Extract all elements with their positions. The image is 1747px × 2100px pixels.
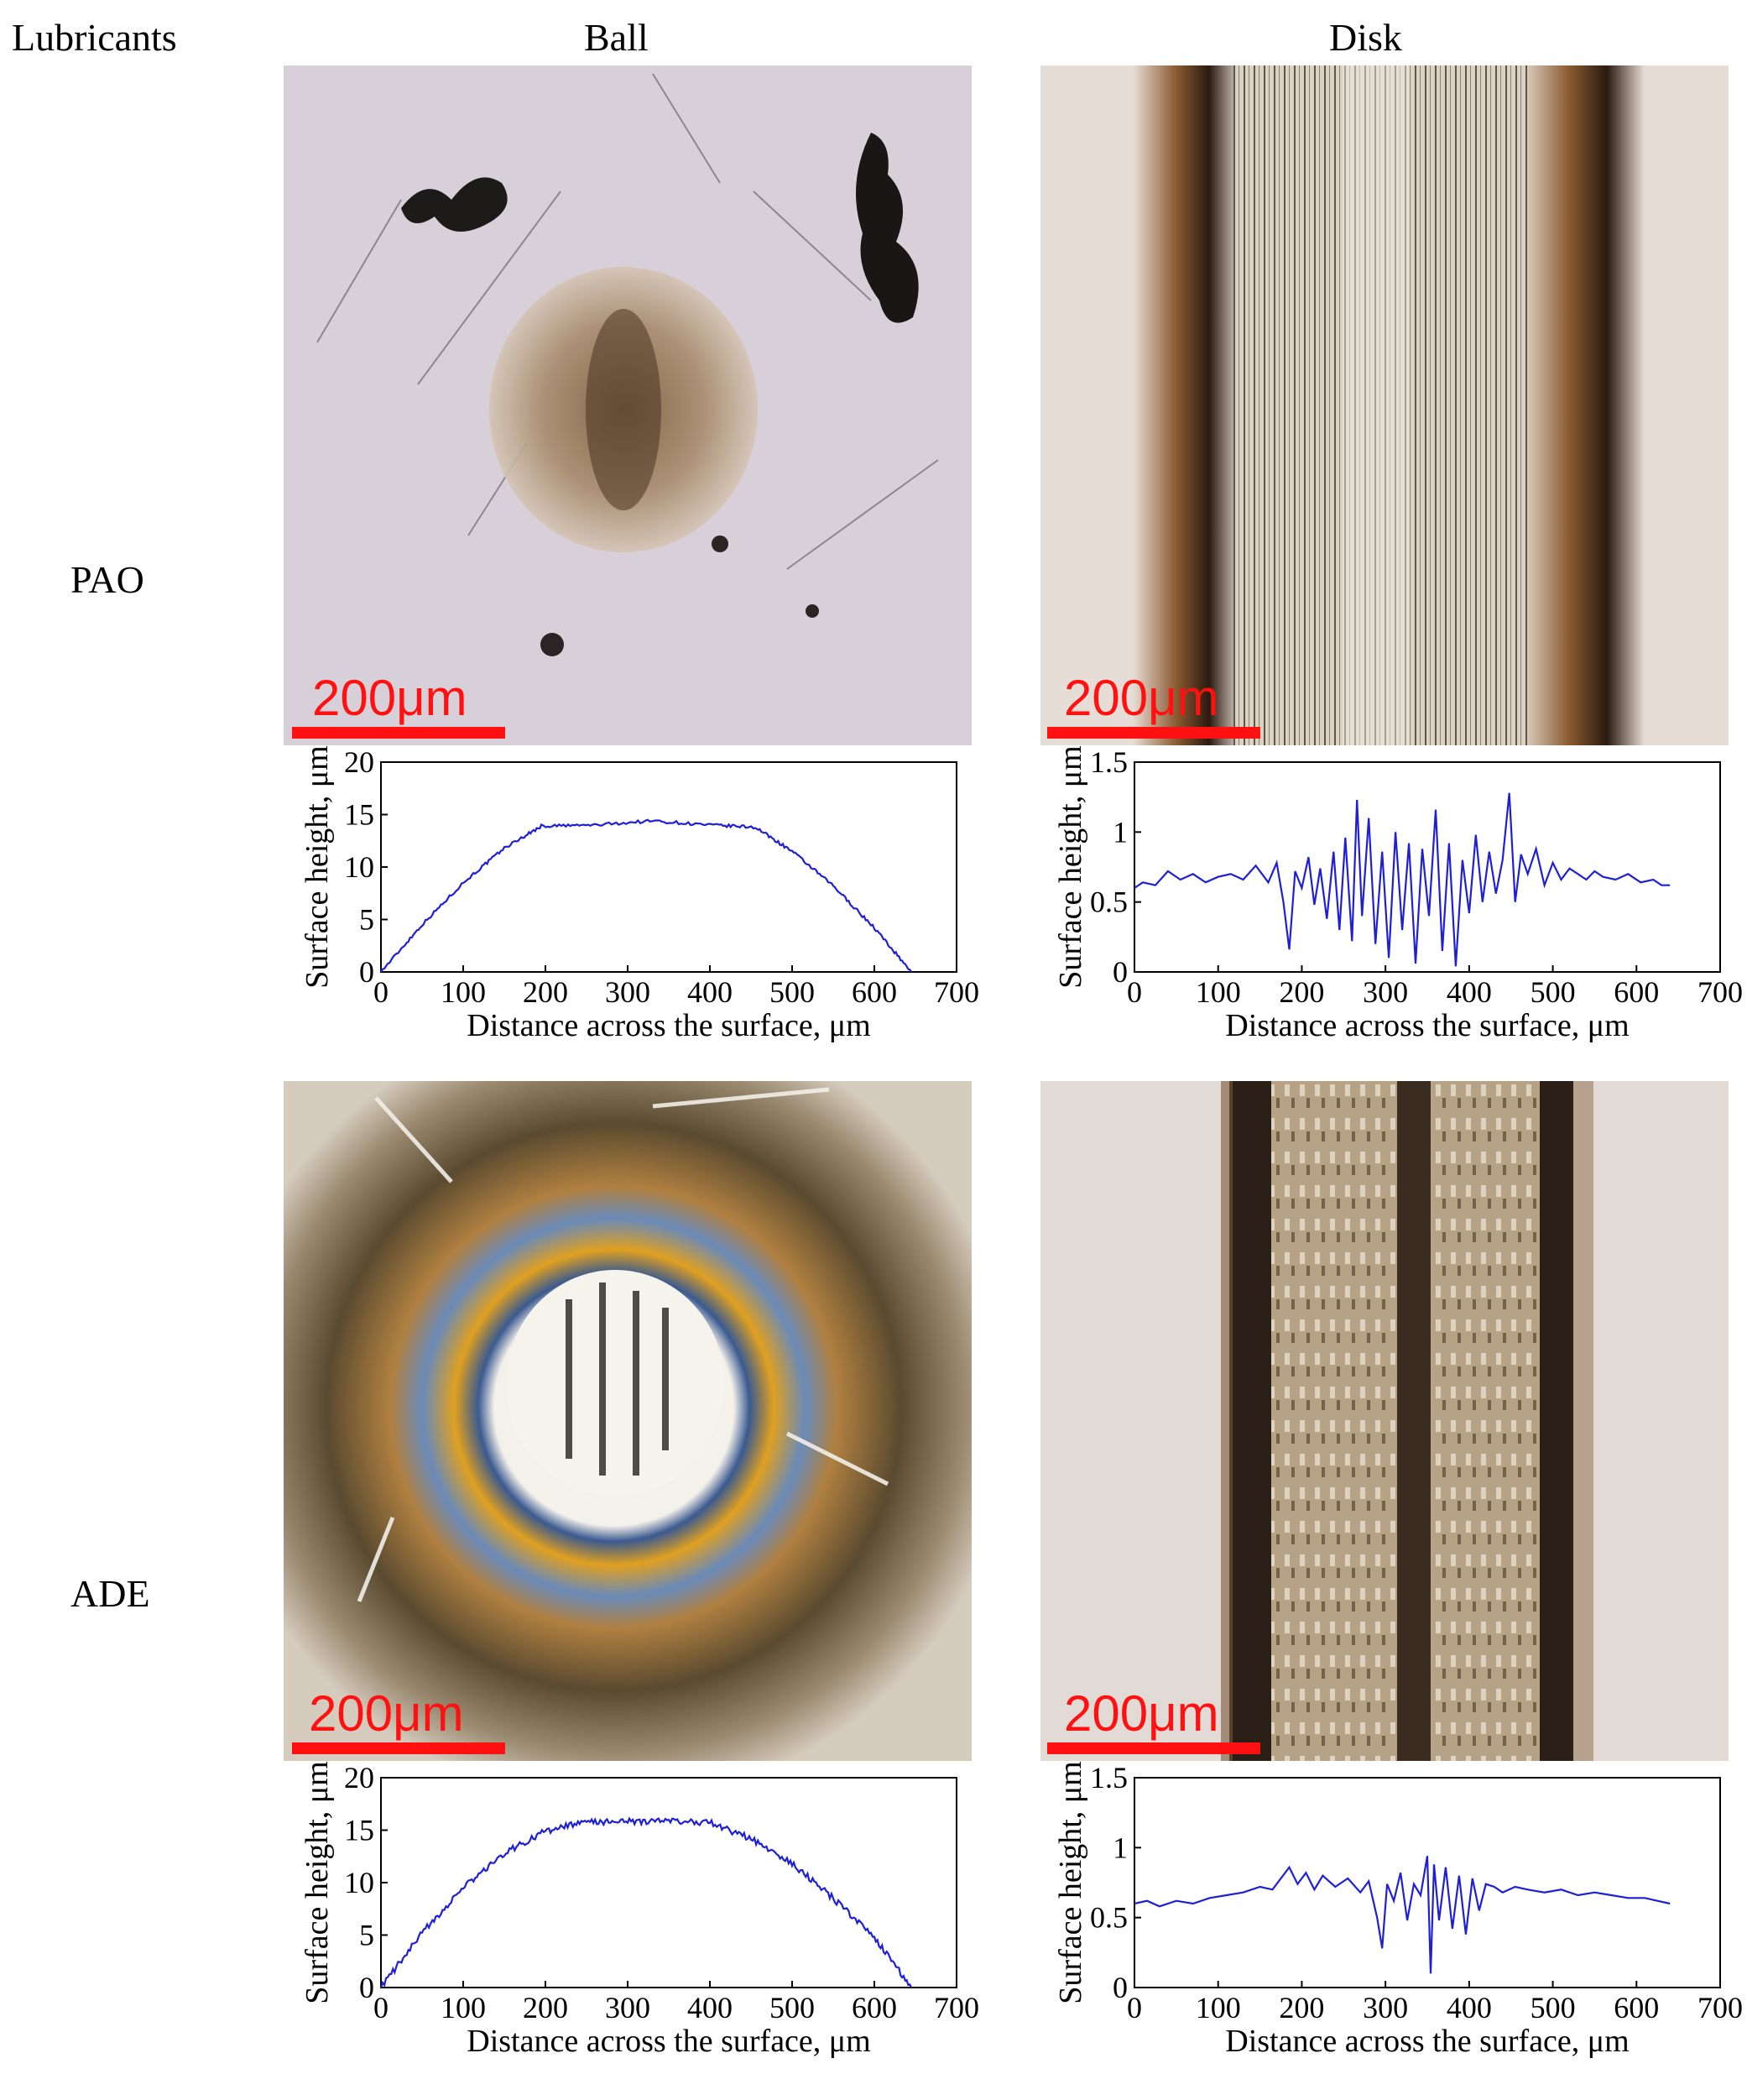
profile-chart-svg: 0 100 200 300 400 500 600 700 0 5 10 15 20 Distance a… <box>300 1761 979 2059</box>
ade-ball-scale-label: 200μm <box>309 1685 464 1742</box>
y-axis-label: Surface height, μm <box>300 1761 335 2003</box>
x-tick-label: 500 <box>1531 1991 1576 2024</box>
y-tick-label: 15 <box>344 798 374 832</box>
x-tick-label: 200 <box>1279 1991 1324 2024</box>
ade-ball-scale-bar <box>292 1742 505 1754</box>
x-tick-label: 0 <box>1127 975 1142 1009</box>
x-tick-label: 700 <box>1697 975 1743 1009</box>
y-tick-label: 0 <box>1113 1971 1128 2004</box>
x-tick-label: 200 <box>523 975 568 1009</box>
plot-frame <box>380 761 957 973</box>
y-tick-label: 20 <box>344 745 374 779</box>
ade-disk-micrograph <box>1040 1081 1729 1761</box>
x-tick-label: 600 <box>1614 1991 1659 2024</box>
ade-disk-scale-bar <box>1047 1742 1260 1754</box>
x-tick-label: 200 <box>523 1991 568 2024</box>
y-tick-label: 0 <box>359 955 374 989</box>
x-axis-label: Distance across the surface, μm <box>1225 1008 1629 1043</box>
x-tick-label: 600 <box>852 1991 897 2024</box>
x-tick-label: 600 <box>1614 975 1659 1009</box>
x-tick-label: 0 <box>1127 1991 1142 2024</box>
y-tick-label: 0 <box>359 1971 374 2004</box>
x-tick-label: 300 <box>605 975 650 1009</box>
x-tick-label: 400 <box>687 1991 733 2024</box>
x-tick-label: 400 <box>1447 1991 1492 2024</box>
ade-disk-profile-chart: 0 100 200 300 400 500 600 700 0 0.5 1 1.5 Distance a… <box>1040 1761 1743 2090</box>
x-tick-label: 100 <box>1196 1991 1241 2024</box>
profile-chart-svg: 0 100 200 300 400 500 600 700 0 0.5 1 1.5 Distance a… <box>1053 745 1743 1043</box>
x-tick-label: 300 <box>1363 975 1408 1009</box>
header-disk: Disk <box>1329 16 1402 59</box>
pao-disk-profile-chart: 0 100 200 300 400 500 600 700 0 0.5 1 1.5 Distance a… <box>1040 745 1743 1074</box>
pao-ball-profile-chart: 0 100 200 300 400 500 600 700 0 5 10 15 20 Distance a… <box>285 745 979 1074</box>
plot-frame <box>1134 761 1721 973</box>
y-tick-label: 20 <box>344 1761 374 1794</box>
pao-disk-scale-label: 200μm <box>1064 670 1219 726</box>
profile-chart-svg: 0 100 200 300 400 500 600 700 0 0.5 1 1.5 Distance a… <box>1053 1761 1743 2059</box>
ade-ball-profile-chart: 0 100 200 300 400 500 600 700 0 5 10 15 20 Distance a… <box>285 1761 979 2090</box>
x-tick-label: 700 <box>1697 1991 1743 2024</box>
plot-frame <box>380 1777 957 1988</box>
header-ball: Ball <box>584 16 649 59</box>
y-tick-label: 1 <box>1113 1831 1128 1864</box>
y-tick-label: 0 <box>1113 955 1128 989</box>
pao-disk-micrograph <box>1040 65 1729 745</box>
y-axis-label: Surface height, μm <box>1053 745 1088 988</box>
x-tick-label: 400 <box>687 975 733 1009</box>
y-tick-label: 1 <box>1113 815 1128 849</box>
x-tick-label: 0 <box>373 975 389 1009</box>
y-tick-label: 15 <box>344 1814 374 1847</box>
x-tick-label: 400 <box>1447 975 1492 1009</box>
x-tick-label: 100 <box>1196 975 1241 1009</box>
x-tick-label: 100 <box>441 975 486 1009</box>
profile-series-line <box>380 818 913 973</box>
header-lubricants: Lubricants <box>12 16 177 59</box>
x-tick-label: 500 <box>1531 975 1576 1009</box>
ade-disk-scale-label: 200μm <box>1064 1685 1219 1742</box>
x-tick-label: 300 <box>1363 1991 1408 2024</box>
x-tick-label: 0 <box>373 1991 389 2024</box>
x-tick-label: 600 <box>852 975 897 1009</box>
x-tick-label: 500 <box>769 1991 815 2024</box>
x-tick-label: 500 <box>769 975 815 1009</box>
y-axis-label: Surface height, μm <box>300 745 335 988</box>
x-tick-label: 100 <box>441 1991 486 2024</box>
profile-chart-svg: 0 100 200 300 400 500 600 700 0 5 10 15 20 Distance a… <box>300 745 979 1043</box>
profile-series-line <box>1134 1856 1671 1974</box>
pao-ball-scale-bar <box>292 727 505 739</box>
y-tick-label: 5 <box>359 903 374 937</box>
row-label-ade: ADE <box>70 1572 150 1615</box>
row-label-pao: PAO <box>70 558 144 601</box>
x-tick-label: 700 <box>934 975 979 1009</box>
y-tick-label: 1.5 <box>1090 1761 1128 1794</box>
y-tick-label: 1.5 <box>1090 745 1128 779</box>
pao-disk-scale-bar <box>1047 727 1260 739</box>
y-tick-label: 10 <box>344 850 374 884</box>
pao-ball-micrograph <box>284 65 972 745</box>
x-axis-label: Distance across the surface, μm <box>467 1008 870 1043</box>
x-axis-label: Distance across the surface, μm <box>1225 2024 1629 2059</box>
y-axis-label: Surface height, μm <box>1053 1761 1088 2003</box>
ade-ball-micrograph <box>284 1081 972 1761</box>
x-tick-label: 700 <box>934 1991 979 2024</box>
pao-ball-scale-label: 200μm <box>312 670 467 726</box>
x-tick-label: 200 <box>1279 975 1324 1009</box>
x-tick-label: 300 <box>605 1991 650 2024</box>
x-axis-label: Distance across the surface, μm <box>467 2024 870 2059</box>
y-tick-label: 5 <box>359 1919 374 1952</box>
y-tick-label: 0.5 <box>1090 885 1128 919</box>
profile-series-line <box>1134 792 1671 967</box>
profile-series-line <box>379 1816 913 1988</box>
y-tick-label: 10 <box>344 1866 374 1899</box>
y-tick-label: 0.5 <box>1090 1901 1128 1935</box>
